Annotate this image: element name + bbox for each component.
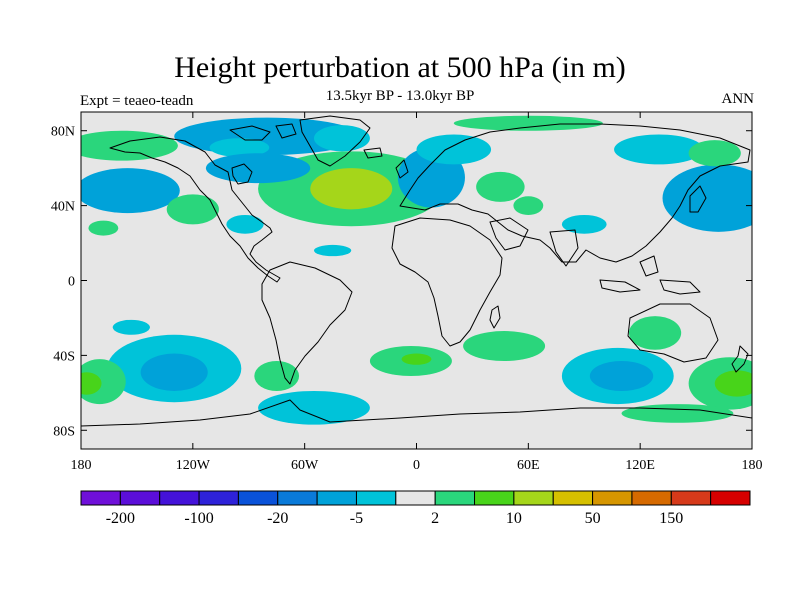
anomaly-blob-6 bbox=[81, 130, 178, 161]
anomaly-blob-8 bbox=[166, 194, 219, 225]
anomaly-fields bbox=[81, 115, 752, 425]
anomaly-blob-26 bbox=[254, 361, 300, 391]
coastline-australia bbox=[627, 303, 719, 363]
x-tick-label: 0 bbox=[413, 458, 420, 473]
x-tick-label: 120E bbox=[625, 458, 655, 473]
colorbar-swatch-8 bbox=[395, 490, 436, 506]
coastline-uk bbox=[395, 159, 409, 179]
plot-subtitle: 13.5kyr BP - 13.0kyr BP bbox=[325, 88, 475, 104]
coastline-south-america bbox=[261, 261, 353, 385]
y-tick-label: 40S bbox=[53, 349, 75, 364]
colorbar-label: -100 bbox=[184, 510, 213, 527]
anomaly-blob-16 bbox=[561, 214, 607, 234]
anomaly-blob-30 bbox=[463, 331, 546, 362]
colorbar-swatch-15 bbox=[670, 490, 712, 506]
anomaly-blob-19 bbox=[662, 164, 752, 232]
colorbar-swatch-11 bbox=[513, 490, 554, 506]
anomaly-blob-14 bbox=[476, 171, 525, 202]
colorbar-swatch-0 bbox=[80, 490, 121, 506]
coastline-africa bbox=[391, 217, 503, 347]
x-tick-label: 60E bbox=[517, 458, 540, 473]
anomaly-blob-4 bbox=[205, 153, 311, 184]
colorbar-label: 50 bbox=[585, 510, 601, 527]
coastlines bbox=[81, 115, 752, 427]
colorbar-swatch-14 bbox=[631, 490, 672, 506]
coastline-arctic-islands bbox=[229, 123, 297, 141]
y-tick-label: 40N bbox=[51, 200, 75, 215]
colorbar-label: -200 bbox=[106, 510, 135, 527]
anomaly-blob-17 bbox=[453, 115, 603, 131]
x-tick-label: 120W bbox=[176, 458, 211, 473]
colorbar-swatch-12 bbox=[552, 490, 594, 506]
coastline-north-america bbox=[109, 136, 281, 283]
anomaly-blob-18 bbox=[614, 134, 704, 165]
anomaly-blob-5 bbox=[81, 168, 180, 214]
experiment-label: Expt = teaeo-teadn bbox=[80, 93, 194, 109]
anomaly-blob-27 bbox=[258, 390, 370, 425]
anomaly-blob-10 bbox=[313, 125, 370, 152]
x-tick-label: 180 bbox=[742, 458, 763, 473]
colorbar-label: 2 bbox=[431, 510, 439, 527]
anomaly-blob-20 bbox=[688, 140, 741, 167]
anomaly-blob-35 bbox=[714, 370, 752, 397]
colorbar: -200 -100 -20 -5 2 10 50 150 bbox=[80, 490, 751, 527]
anomaly-blob-23 bbox=[140, 353, 208, 391]
axis-ticks: 180 120W 60W 0 60E 120E 180 80N 40N 0 40S 80S bbox=[51, 112, 763, 473]
colorbar-label: -20 bbox=[267, 510, 288, 527]
coastline-se-asia-islands bbox=[599, 255, 701, 295]
colorbar-label: -5 bbox=[350, 510, 363, 527]
colorbar-swatch-9 bbox=[434, 490, 476, 506]
colorbar-swatch-13 bbox=[592, 490, 633, 506]
anomaly-blob-9 bbox=[226, 214, 264, 234]
coastline-india bbox=[549, 229, 579, 267]
anomaly-blob-21 bbox=[112, 319, 150, 335]
colorbar-swatch-10 bbox=[474, 490, 515, 506]
colorbar-swatch-4 bbox=[237, 490, 279, 506]
x-tick-label: 60W bbox=[291, 458, 319, 473]
colorbar-swatch-6 bbox=[316, 490, 357, 506]
anomaly-blob-29 bbox=[401, 353, 432, 365]
anomaly-blob-7 bbox=[88, 220, 119, 236]
y-tick-label: 80N bbox=[51, 125, 75, 140]
anomaly-blob-11 bbox=[313, 244, 352, 257]
coastline-iceland bbox=[363, 147, 383, 159]
coastline-arabia bbox=[489, 217, 529, 251]
colorbar-label: 10 bbox=[506, 510, 522, 527]
y-tick-label: 0 bbox=[68, 275, 75, 290]
colorbar-swatch-3 bbox=[198, 490, 239, 506]
coastline-greenland bbox=[299, 115, 371, 167]
coastline-eurasia bbox=[399, 123, 751, 263]
anomaly-blob-33 bbox=[628, 316, 682, 350]
colorbar-label: 150 bbox=[659, 510, 683, 527]
season-label: ANN bbox=[721, 91, 755, 107]
colorbar-swatch-7 bbox=[355, 490, 397, 506]
anomaly-blob-32 bbox=[589, 361, 654, 391]
x-tick-label: 180 bbox=[71, 458, 92, 473]
anomaly-blob-3 bbox=[209, 138, 270, 157]
colorbar-swatch-5 bbox=[277, 490, 318, 506]
coastline-madagascar bbox=[489, 305, 501, 329]
coastline-antarctica bbox=[81, 399, 752, 427]
coastline-new-zealand bbox=[731, 345, 749, 373]
coastline-japan bbox=[689, 185, 707, 213]
anomaly-blob-15 bbox=[513, 196, 544, 215]
anomaly-blob-1 bbox=[310, 168, 393, 210]
coastline-hudson-bay bbox=[231, 163, 253, 185]
anomaly-blob-13 bbox=[416, 134, 492, 165]
colorbar-swatch-1 bbox=[119, 490, 161, 506]
colorbar-swatch-2 bbox=[159, 490, 200, 506]
anomaly-blob-25 bbox=[81, 372, 102, 395]
y-tick-label: 80S bbox=[53, 424, 75, 439]
plot-title: Height perturbation at 500 hPa (in m) bbox=[174, 51, 626, 84]
anomaly-blob-36 bbox=[621, 404, 734, 423]
colorbar-swatch-16 bbox=[710, 490, 751, 506]
